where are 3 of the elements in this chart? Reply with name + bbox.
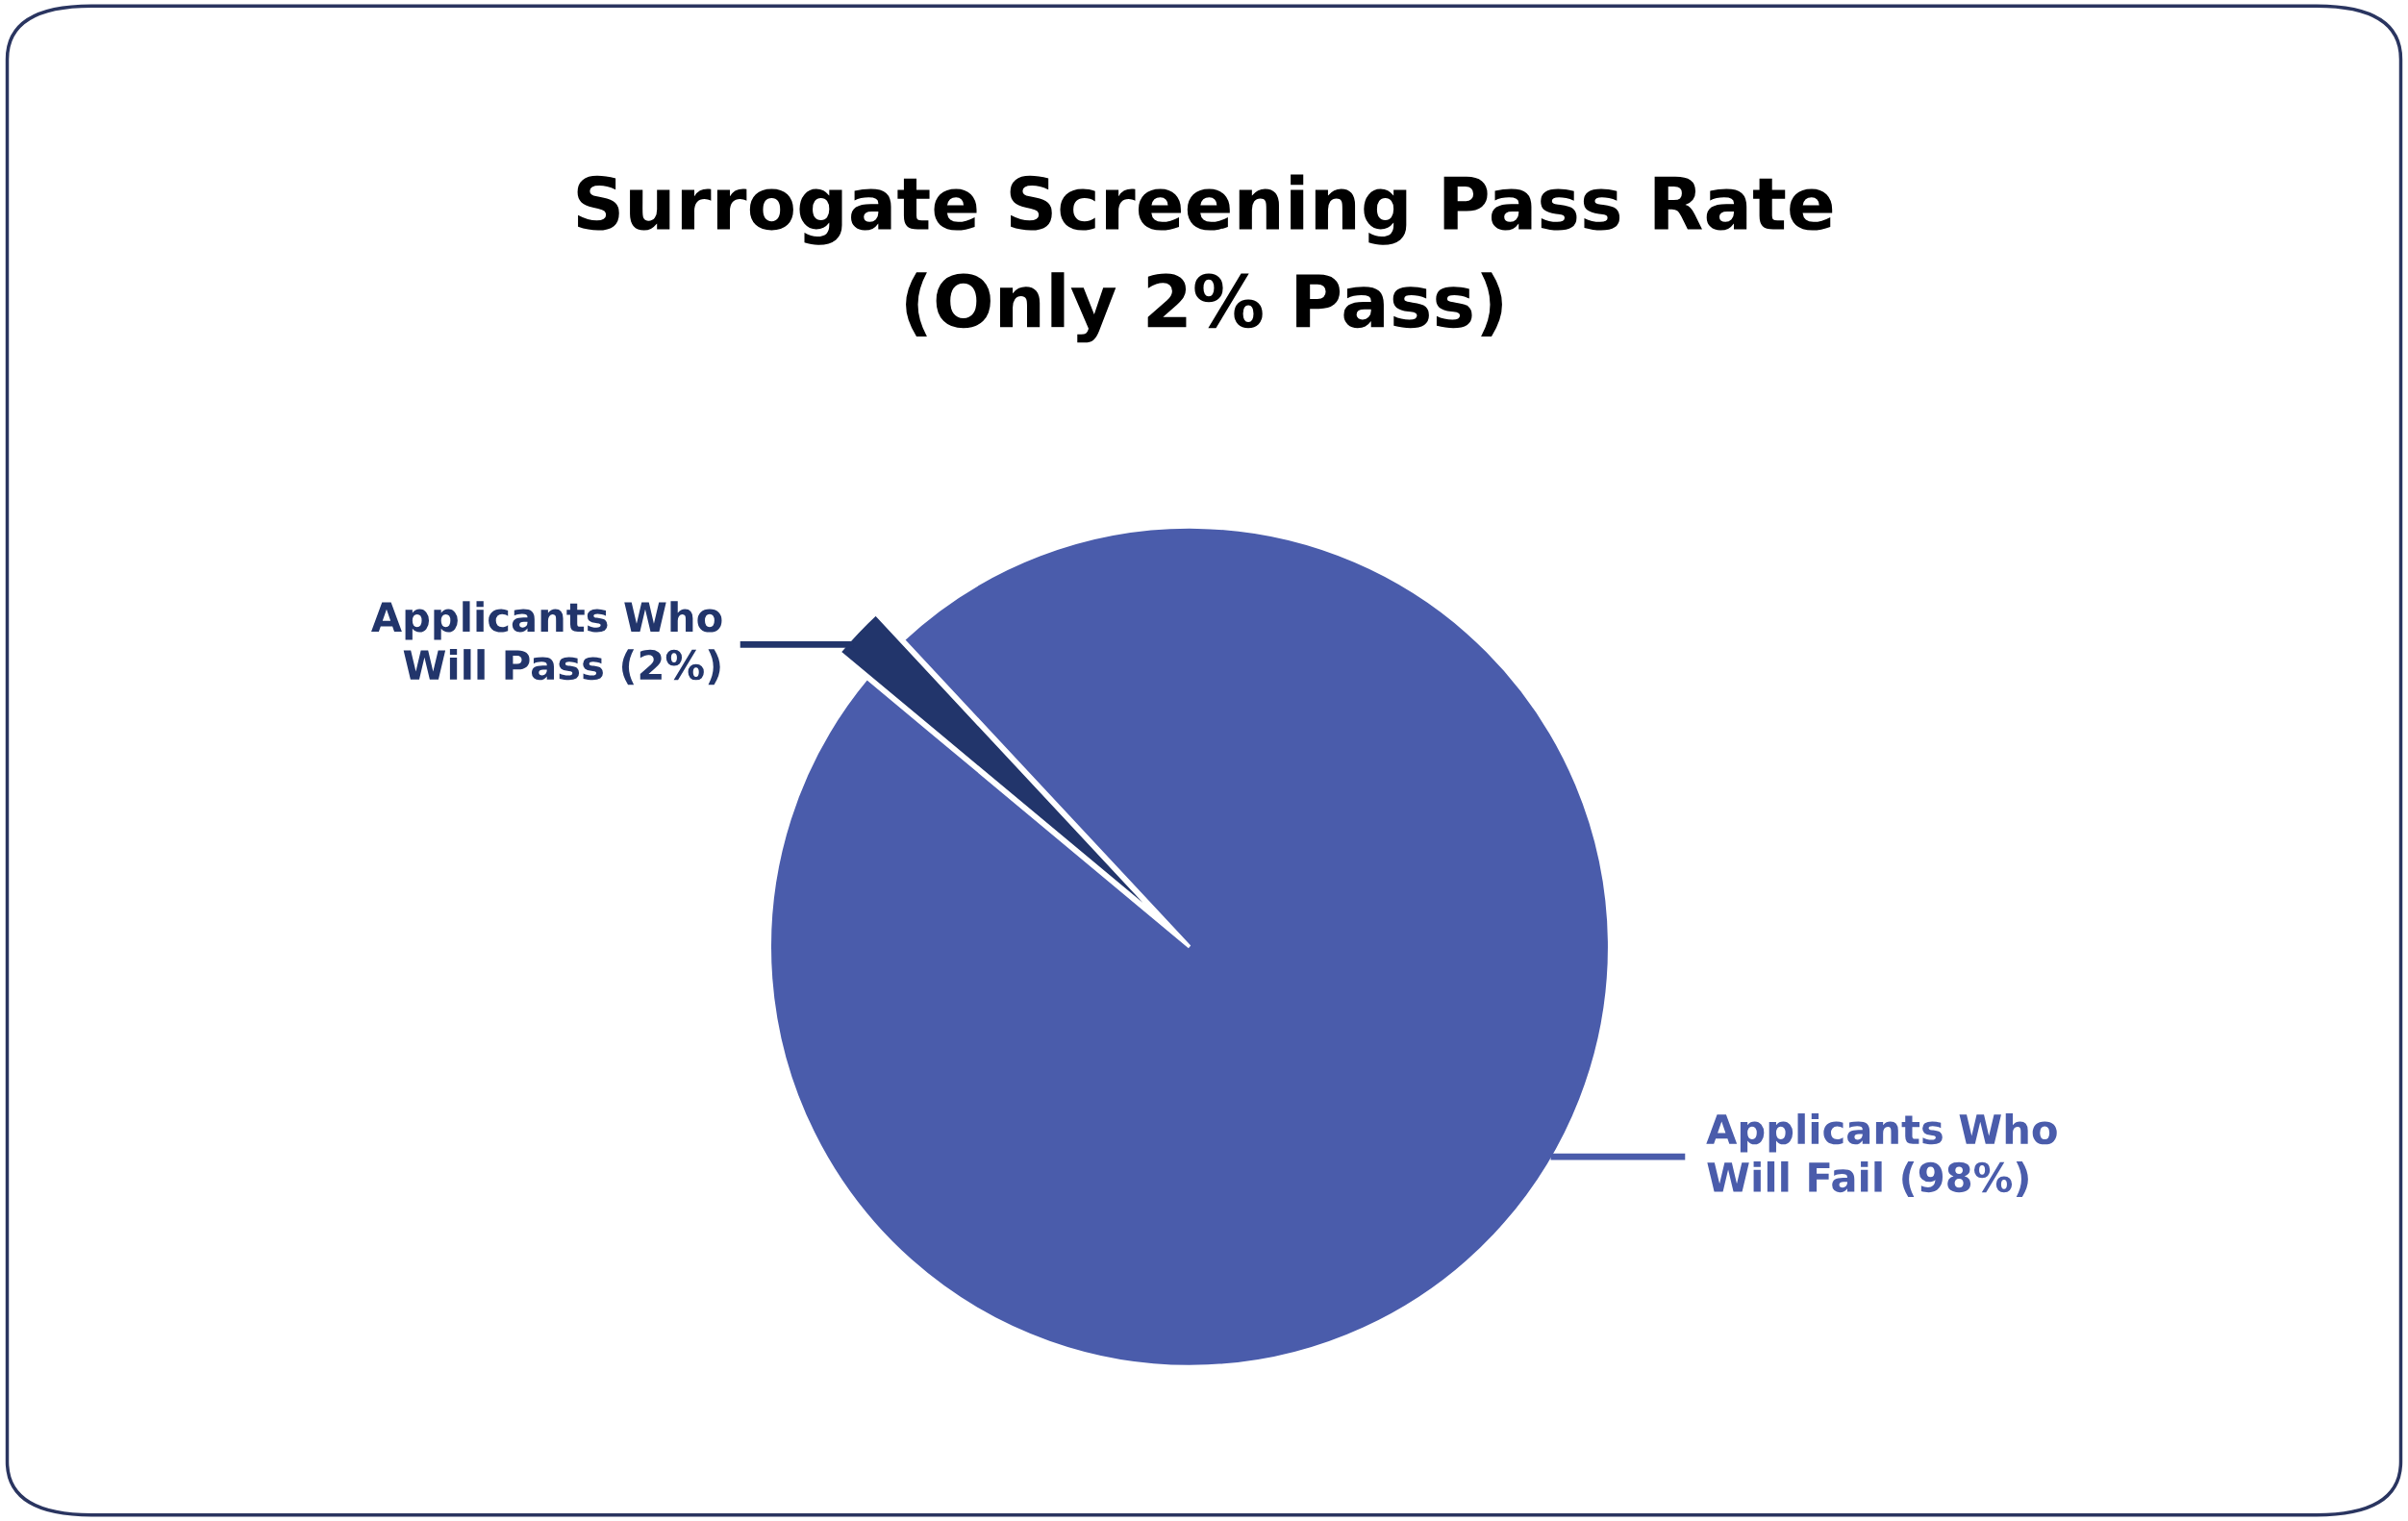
slice-label: Applicants Who Will Pass (2%)	[371, 601, 722, 686]
chart-title: Surrogate Screening Pass Rate (Only 2% Pass)	[577, 174, 1833, 343]
slice-label: Applicants Who Will Fail (98%)	[1706, 1113, 2057, 1198]
